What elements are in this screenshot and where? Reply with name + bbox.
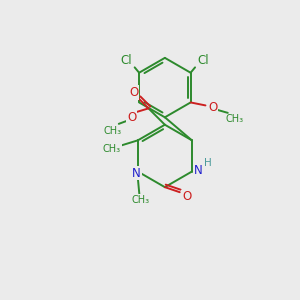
Text: Cl: Cl	[198, 54, 209, 67]
Text: O: O	[127, 111, 136, 124]
Text: O: O	[208, 101, 218, 114]
Text: O: O	[182, 190, 191, 203]
Text: N: N	[132, 167, 141, 179]
Text: CH₃: CH₃	[103, 126, 121, 136]
Text: O: O	[129, 86, 138, 99]
Text: N: N	[194, 164, 203, 177]
Text: Cl: Cl	[121, 54, 132, 67]
Text: H: H	[204, 158, 212, 168]
Text: CH₃: CH₃	[225, 114, 243, 124]
Text: CH₃: CH₃	[103, 144, 121, 154]
Text: CH₃: CH₃	[132, 195, 150, 205]
